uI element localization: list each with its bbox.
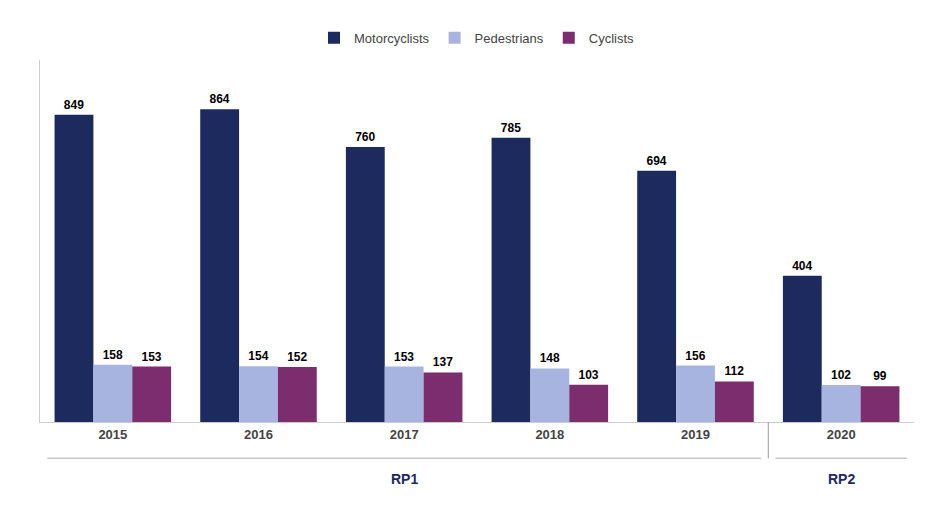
svg-text:137: 137 bbox=[433, 355, 453, 369]
svg-text:2019: 2019 bbox=[681, 427, 710, 442]
svg-text:2016: 2016 bbox=[244, 427, 273, 442]
svg-text:158: 158 bbox=[103, 348, 123, 362]
svg-text:849: 849 bbox=[64, 98, 84, 112]
svg-text:153: 153 bbox=[394, 350, 414, 364]
svg-text:Motorcyclists: Motorcyclists bbox=[354, 31, 430, 46]
svg-text:404: 404 bbox=[792, 259, 812, 273]
svg-text:RP2: RP2 bbox=[828, 471, 855, 487]
svg-text:2018: 2018 bbox=[535, 427, 564, 442]
svg-text:112: 112 bbox=[725, 364, 745, 378]
svg-text:785: 785 bbox=[501, 121, 521, 135]
svg-text:2020: 2020 bbox=[827, 427, 856, 442]
svg-text:694: 694 bbox=[646, 154, 666, 168]
svg-text:2015: 2015 bbox=[98, 427, 127, 442]
svg-text:103: 103 bbox=[579, 368, 599, 382]
svg-text:864: 864 bbox=[209, 92, 229, 106]
svg-text:RP1: RP1 bbox=[391, 471, 418, 487]
svg-text:99: 99 bbox=[873, 369, 887, 383]
svg-text:Pedestrians: Pedestrians bbox=[475, 31, 544, 46]
svg-text:152: 152 bbox=[287, 350, 307, 364]
svg-text:154: 154 bbox=[248, 349, 268, 363]
svg-text:153: 153 bbox=[142, 350, 162, 364]
svg-text:102: 102 bbox=[831, 368, 851, 382]
svg-text:760: 760 bbox=[355, 130, 375, 144]
svg-text:2017: 2017 bbox=[390, 427, 419, 442]
svg-text:Cyclists: Cyclists bbox=[589, 31, 634, 46]
svg-text:148: 148 bbox=[540, 351, 560, 365]
svg-text:156: 156 bbox=[685, 349, 705, 363]
